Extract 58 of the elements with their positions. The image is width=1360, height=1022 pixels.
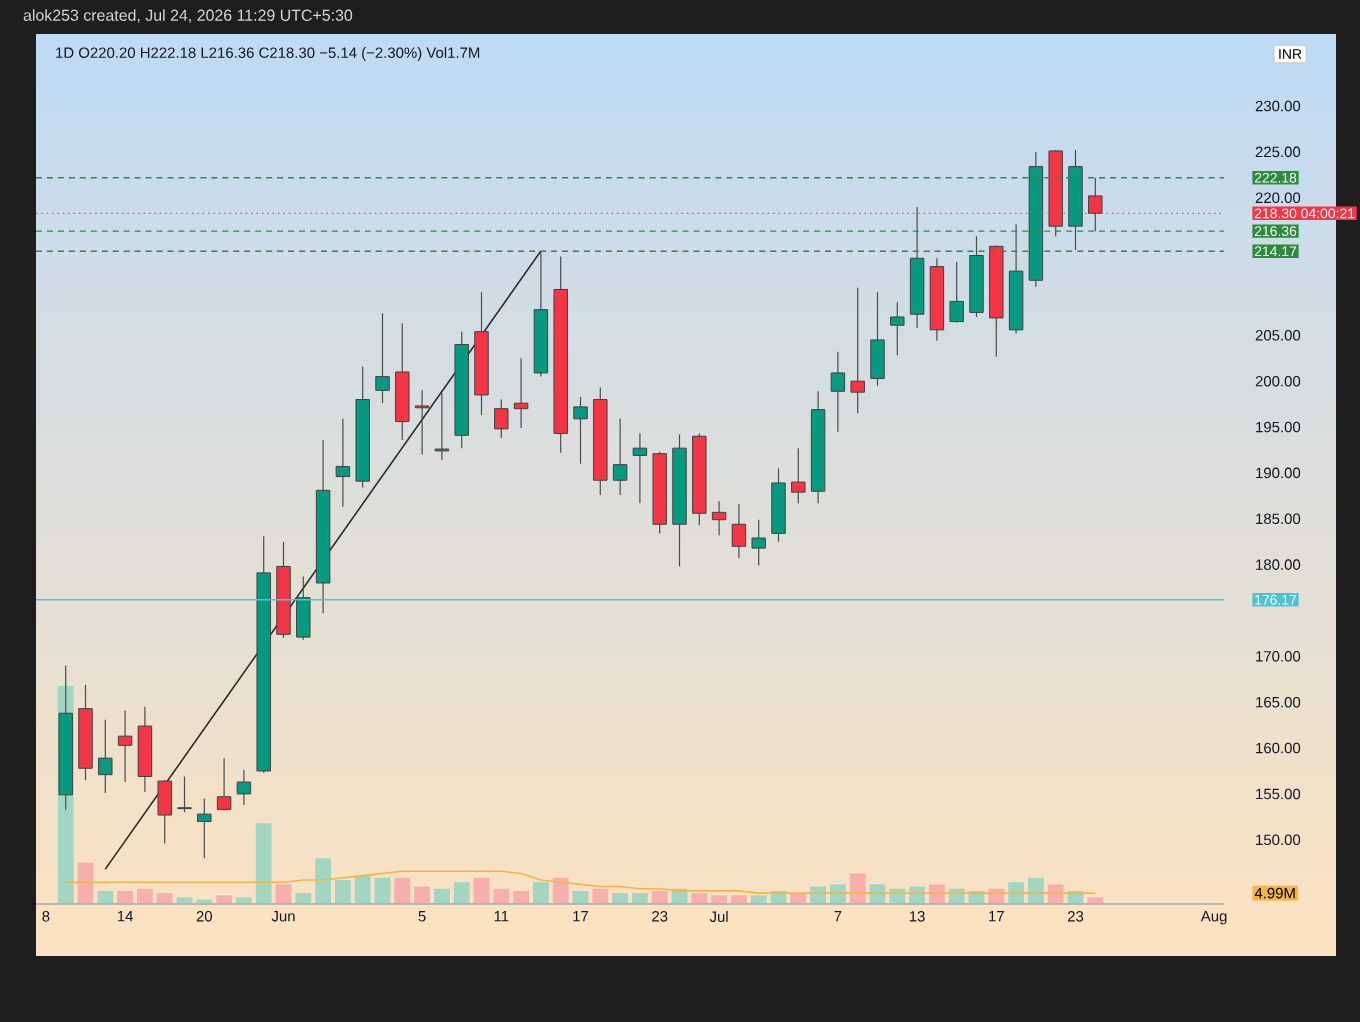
candlestick [414, 389, 430, 456]
bar [414, 886, 431, 904]
bar [750, 895, 767, 904]
candlestick [711, 500, 727, 536]
bar [730, 895, 747, 904]
bar [592, 888, 609, 904]
candlestick [375, 312, 390, 404]
bar [711, 895, 728, 904]
candlestick [573, 396, 588, 465]
bar [532, 882, 549, 904]
bar [433, 888, 450, 904]
bar [473, 877, 490, 904]
bar [612, 893, 629, 904]
bar [374, 877, 391, 904]
bar [651, 890, 668, 904]
candlestick [612, 418, 628, 496]
candlestick [434, 392, 450, 461]
bar [631, 893, 648, 904]
candlestick [98, 719, 113, 794]
bar [156, 893, 173, 904]
bar [97, 890, 114, 904]
candlestick [830, 351, 846, 433]
bar [691, 893, 708, 904]
bar [552, 877, 569, 904]
bar [849, 873, 866, 904]
bar [493, 888, 510, 904]
candlestick [791, 447, 806, 504]
candlestick [157, 779, 172, 845]
bar [235, 897, 252, 904]
bar [334, 880, 351, 904]
bar [1087, 897, 1104, 904]
candlestick [751, 519, 766, 567]
candlestick [632, 432, 648, 504]
candlestick [494, 398, 509, 439]
candlestick [513, 357, 529, 429]
bar [354, 875, 371, 904]
candlestick [949, 261, 964, 324]
candlestick [335, 418, 351, 508]
bar [255, 823, 272, 904]
bar [117, 890, 134, 904]
candlestick [236, 769, 252, 806]
bar [216, 895, 233, 904]
bar [136, 888, 153, 904]
candlestick [731, 503, 747, 559]
bar [513, 890, 530, 904]
bar [315, 858, 332, 904]
candlestick [890, 301, 905, 357]
candlestick [117, 709, 133, 783]
bar [275, 884, 292, 904]
candlestick [870, 291, 885, 387]
bar [453, 882, 470, 904]
candlestick [197, 797, 212, 859]
candlestick [177, 775, 192, 813]
candlestick [296, 575, 311, 641]
bar [295, 893, 312, 904]
candlestick [850, 287, 865, 414]
candlestick [216, 757, 232, 812]
bar [394, 877, 411, 904]
